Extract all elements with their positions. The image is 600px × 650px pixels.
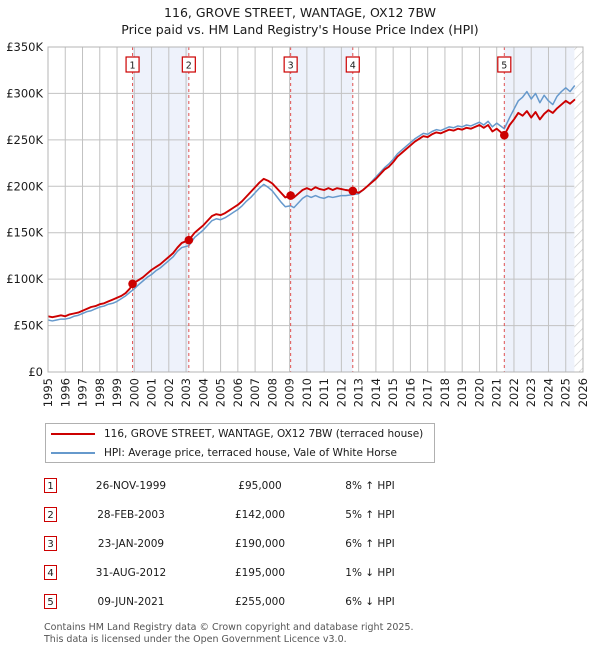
svg-text:1999: 1999 <box>110 378 124 407</box>
svg-text:2002: 2002 <box>162 378 176 407</box>
svg-text:1: 1 <box>130 60 136 71</box>
svg-text:2009: 2009 <box>283 378 297 407</box>
sale-hpi-delta: 5% ↑ HPI <box>345 508 395 521</box>
svg-text:2011: 2011 <box>317 378 331 407</box>
chart-subtitle: Price paid vs. HM Land Registry's House … <box>121 22 479 37</box>
svg-text:£250K: £250K <box>6 133 43 147</box>
y-axis-labels: £0 £50K £100K £150K £200K £250K £300K £350K <box>6 40 43 379</box>
legend-label-price-paid: 116, GROVE STREET, WANTAGE, OX12 7BW (te… <box>104 427 424 440</box>
svg-text:£150K: £150K <box>6 226 43 240</box>
sale-price: £95,000 <box>238 479 282 492</box>
sale-date: 28-FEB-2003 <box>97 508 165 521</box>
price-history-chart: £0 £50K £100K £150K £200K £250K £300K £350K 199… <box>6 40 590 407</box>
svg-text:2018: 2018 <box>438 378 452 407</box>
no-data-hatch-region <box>574 47 583 372</box>
svg-text:2003: 2003 <box>179 378 193 407</box>
sale-event-markers <box>128 130 509 289</box>
table-row[interactable]: 4 31-AUG-2012 £195,000 1% ↓ HPI <box>44 558 464 587</box>
svg-text:£0: £0 <box>28 365 43 379</box>
svg-text:5: 5 <box>501 60 507 71</box>
svg-text:2006: 2006 <box>231 378 245 407</box>
sales-history-table: 1 26-NOV-1999 £95,000 8% ↑ HPI 2 28-FEB-2003 £… <box>44 471 464 616</box>
svg-text:2019: 2019 <box>455 378 469 407</box>
svg-text:3: 3 <box>288 60 294 71</box>
svg-text:2023: 2023 <box>524 378 538 407</box>
sale-date: 31-AUG-2012 <box>95 566 167 579</box>
svg-text:£100K: £100K <box>6 272 43 286</box>
svg-text:2015: 2015 <box>386 378 400 407</box>
footer-licence: This data is licensed under the Open Gov… <box>44 633 347 645</box>
svg-text:2005: 2005 <box>214 378 228 407</box>
sale-index-badge: 1 <box>44 478 57 493</box>
svg-text:2016: 2016 <box>403 378 417 407</box>
table-row[interactable]: 2 28-FEB-2003 £142,000 5% ↑ HPI <box>44 500 464 529</box>
sale-hpi-delta: 1% ↓ HPI <box>345 566 395 579</box>
page-title: 116, GROVE STREET, WANTAGE, OX12 7BW Pri… <box>0 4 600 38</box>
svg-text:2008: 2008 <box>265 378 279 407</box>
legend-item-hpi: HPI: Average price, terraced house, Vale… <box>46 443 434 462</box>
sale-index-badge: 4 <box>44 565 57 580</box>
svg-text:2024: 2024 <box>541 378 555 407</box>
attribution-footer: Contains HM Land Registry data © Crown c… <box>44 622 584 645</box>
footer-copyright: Contains HM Land Registry data © Crown c… <box>44 622 414 633</box>
svg-text:2007: 2007 <box>248 378 262 407</box>
svg-text:2010: 2010 <box>300 378 314 407</box>
legend-swatch-blue-icon <box>51 451 95 454</box>
svg-text:2013: 2013 <box>352 378 366 407</box>
x-axis-labels: 1995 1996 1997 1998 1999 2000 2001 2002 2003 2004… <box>41 378 590 407</box>
svg-text:2017: 2017 <box>421 378 435 407</box>
sale-date: 26-NOV-1999 <box>95 479 167 492</box>
legend-item-price-paid: 116, GROVE STREET, WANTAGE, OX12 7BW (te… <box>46 424 434 443</box>
svg-text:£300K: £300K <box>6 86 43 100</box>
svg-text:2021: 2021 <box>490 378 504 407</box>
svg-text:2000: 2000 <box>127 378 141 407</box>
svg-text:2004: 2004 <box>196 378 210 407</box>
sale-hpi-delta: 8% ↑ HPI <box>345 479 395 492</box>
svg-text:2014: 2014 <box>369 378 383 407</box>
svg-text:2026: 2026 <box>576 378 590 407</box>
sale-date: 09-JUN-2021 <box>97 595 165 608</box>
sale-hpi-delta: 6% ↓ HPI <box>345 595 395 608</box>
table-row[interactable]: 5 09-JUN-2021 £255,000 6% ↓ HPI <box>44 587 464 616</box>
chart-legend: 116, GROVE STREET, WANTAGE, OX12 7BW (te… <box>45 423 435 463</box>
svg-text:2025: 2025 <box>559 378 573 407</box>
svg-text:2020: 2020 <box>472 378 486 407</box>
sale-index-badge: 3 <box>44 536 57 551</box>
sale-price: £142,000 <box>234 508 286 521</box>
svg-text:1995: 1995 <box>41 378 55 407</box>
sale-event-badges: 1 2 3 4 5 <box>125 56 512 73</box>
chart-canvas: £0 £50K £100K £150K £200K £250K £300K £350K 199… <box>6 40 590 407</box>
svg-text:4: 4 <box>350 60 356 71</box>
svg-text:£200K: £200K <box>6 179 43 193</box>
svg-text:2012: 2012 <box>334 378 348 407</box>
legend-swatch-red-icon <box>51 432 95 435</box>
table-row[interactable]: 3 23-JAN-2009 £190,000 6% ↑ HPI <box>44 529 464 558</box>
sale-date: 23-JAN-2009 <box>97 537 165 550</box>
svg-text:2001: 2001 <box>145 378 159 407</box>
svg-text:1997: 1997 <box>76 378 90 407</box>
svg-text:£350K: £350K <box>6 40 43 54</box>
chart-title: 116, GROVE STREET, WANTAGE, OX12 7BW <box>164 5 436 20</box>
svg-text:£50K: £50K <box>14 319 44 333</box>
plot-border <box>47 46 584 373</box>
svg-text:2022: 2022 <box>507 378 521 407</box>
sale-hpi-delta: 6% ↑ HPI <box>345 537 395 550</box>
sale-price: £190,000 <box>234 537 286 550</box>
sale-price: £195,000 <box>234 566 286 579</box>
sale-index-badge: 5 <box>44 594 57 609</box>
ownership-band-group <box>132 47 583 372</box>
sale-price: £255,000 <box>234 595 286 608</box>
svg-text:2: 2 <box>186 60 192 71</box>
legend-label-hpi: HPI: Average price, terraced house, Vale… <box>104 446 397 459</box>
svg-text:1998: 1998 <box>93 378 107 407</box>
table-row[interactable]: 1 26-NOV-1999 £95,000 8% ↑ HPI <box>44 471 464 500</box>
sale-event-lines <box>132 47 505 372</box>
sale-index-badge: 2 <box>44 507 57 522</box>
svg-text:1996: 1996 <box>58 378 72 407</box>
